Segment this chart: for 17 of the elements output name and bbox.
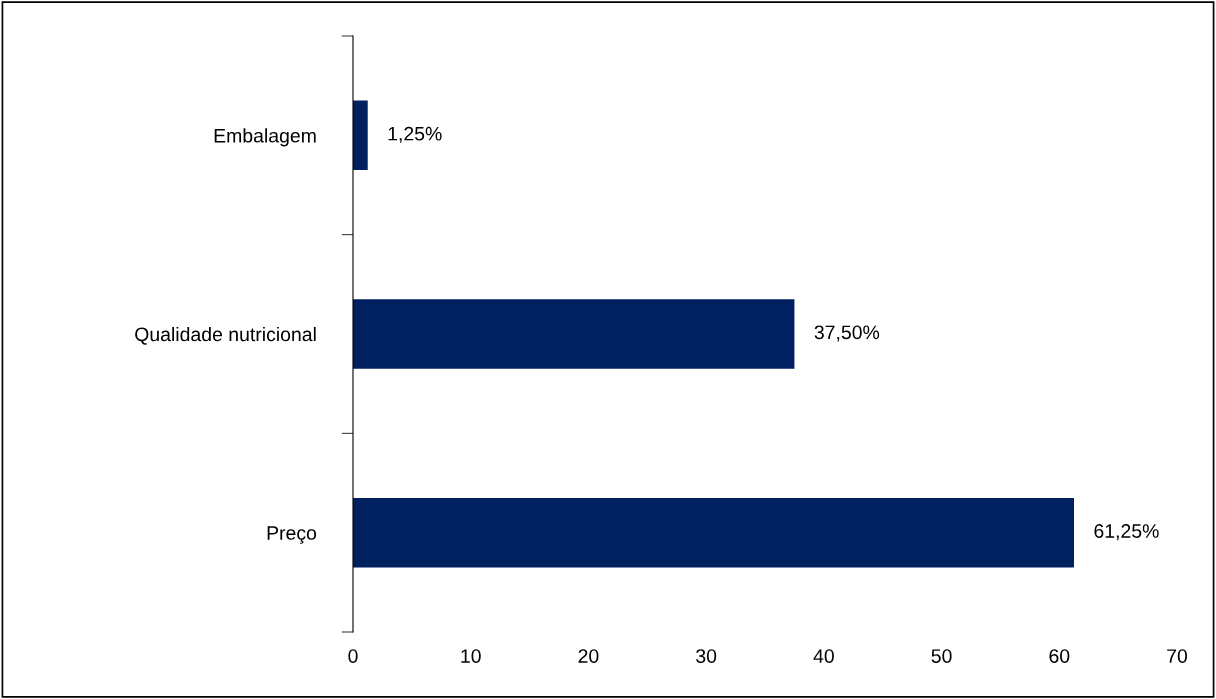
bar	[353, 497, 1074, 568]
x-tick-label: 30	[696, 649, 717, 663]
data-label: 37,50%	[814, 325, 880, 342]
x-tick-label: 70	[1167, 649, 1188, 663]
bar	[353, 299, 795, 369]
x-tick-label: 0	[348, 649, 358, 663]
bar	[353, 100, 368, 171]
y-tick-label: Preço	[267, 526, 317, 544]
x-tick-label: 40	[813, 649, 834, 663]
y-tick-label: Embalagem	[214, 128, 316, 147]
x-tick-label: 20	[578, 649, 599, 663]
y-tick-label: Qualidade nutricional	[135, 326, 316, 345]
x-tick-label: 10	[461, 649, 481, 663]
x-tick-label: 60	[1049, 649, 1070, 663]
data-label: 61,25%	[1094, 524, 1159, 541]
data-label: 1,25%	[388, 126, 442, 143]
x-tick-label: 50	[931, 649, 952, 663]
